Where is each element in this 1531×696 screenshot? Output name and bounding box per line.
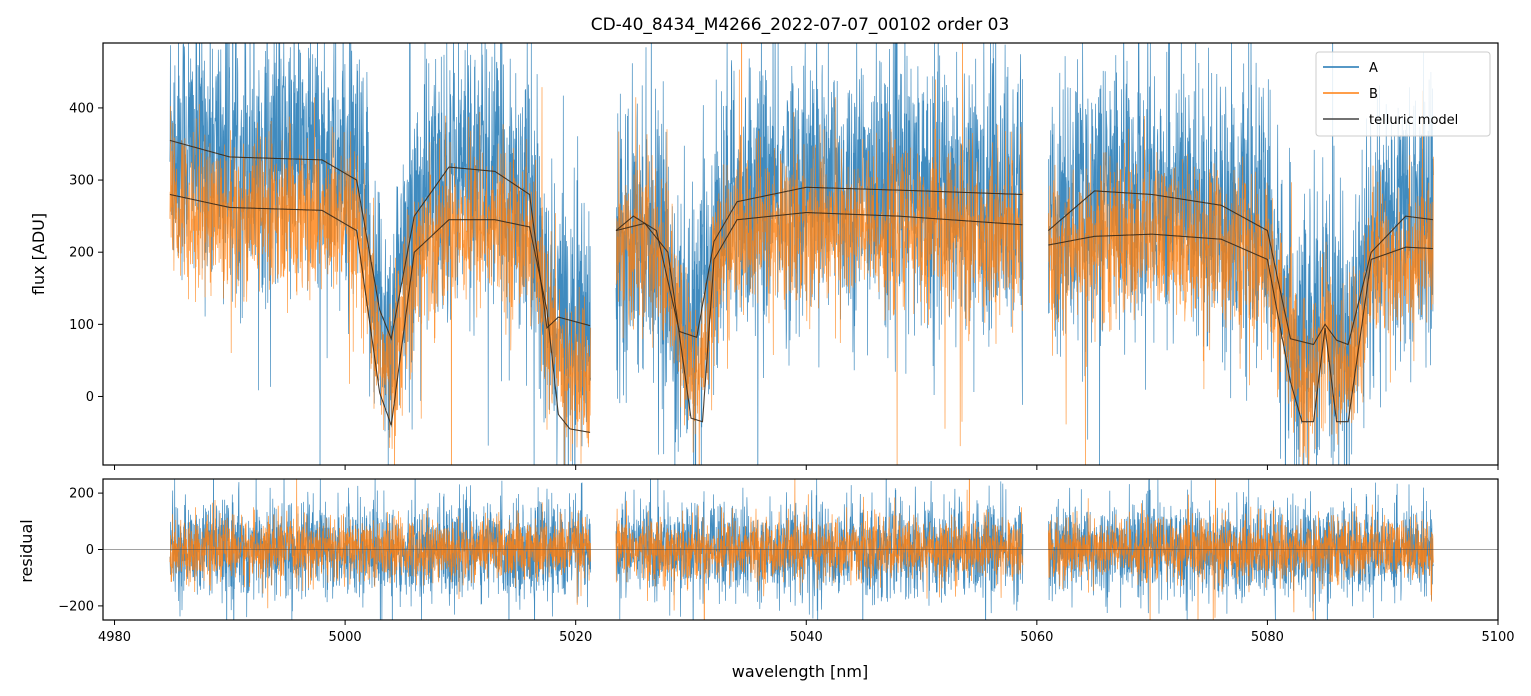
legend-label-a: A: [1369, 61, 1378, 76]
x-tick-label: 5080: [1251, 630, 1284, 645]
legend-box: [1315, 51, 1491, 137]
x-tick-label: 5020: [559, 630, 592, 645]
legend: A B telluric model: [1315, 51, 1491, 137]
flux-series-layer: [169, 43, 1434, 465]
telluric-model-line-upper: [1048, 190, 1433, 346]
y-tick-label: 0: [86, 390, 94, 405]
chart-title: CD-40_8434_M4266_2022-07-07_00102 order …: [591, 15, 1010, 35]
flux-axes-frame: [102, 42, 1499, 466]
series-b-line: [615, 43, 1024, 465]
flux-x-ticks: [114, 465, 1499, 470]
y-tick-label: 200: [69, 487, 94, 502]
flux-y-label: flux [ADU]: [29, 213, 48, 295]
telluric-model-line-lower: [169, 193, 591, 433]
residual-y-label: residual: [17, 519, 36, 582]
x-tick-label: 4980: [98, 630, 131, 645]
residual-b-line: [1048, 479, 1434, 620]
y-tick-label: −200: [58, 599, 94, 614]
telluric-model-line-lower: [615, 211, 1023, 423]
y-tick-label: 100: [69, 318, 94, 333]
y-tick-label: 400: [69, 101, 94, 116]
y-tick-label: 0: [86, 543, 94, 558]
flux-panel: 0 100 200 300 400 flux [ADU] A B telluric mo…: [29, 42, 1499, 470]
residual-b-line: [169, 479, 592, 609]
legend-label-telluric: telluric model: [1369, 113, 1458, 128]
y-tick-label: 300: [69, 174, 94, 189]
telluric-model-line-lower: [1048, 233, 1433, 423]
telluric-model-line-upper: [615, 186, 1023, 339]
residual-x-ticks: 4980 5000 5020 5040 5060 5080 5100: [98, 620, 1515, 645]
flux-y-ticks: 0 100 200 300 400: [69, 101, 103, 405]
x-tick-label: 5000: [329, 630, 362, 645]
legend-label-b: B: [1369, 87, 1378, 102]
residual-panel: −200 0 200 4980 5000 5020 5040 5060 5080 5100 re…: [17, 478, 1515, 681]
x-tick-label: 5040: [790, 630, 823, 645]
residual-b-line: [615, 479, 1024, 620]
residual-y-ticks: −200 0 200: [58, 487, 103, 614]
telluric-model-line-upper: [169, 139, 591, 341]
x-tick-label: 5060: [1020, 630, 1053, 645]
residual-series-layer: [169, 479, 1434, 620]
series-b-line: [169, 87, 592, 465]
y-tick-label: 200: [69, 246, 94, 261]
x-axis-label: wavelength [nm]: [732, 662, 869, 681]
x-tick-label: 5100: [1481, 630, 1514, 645]
